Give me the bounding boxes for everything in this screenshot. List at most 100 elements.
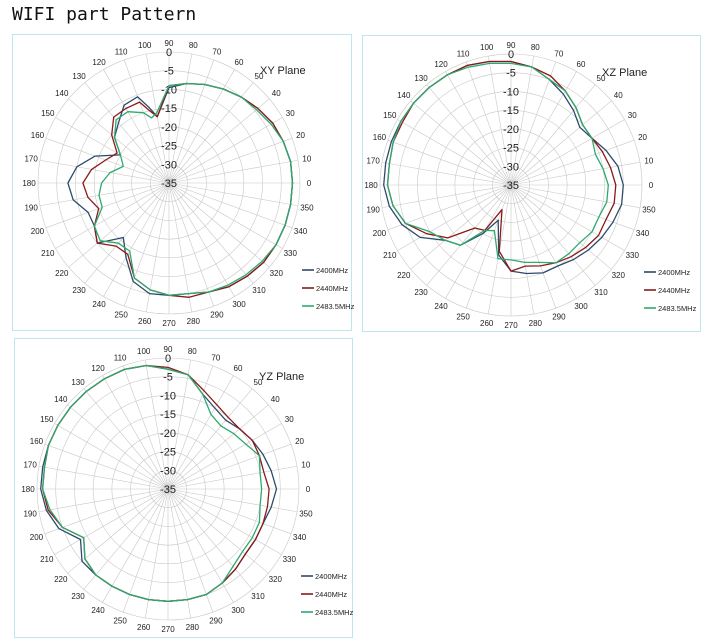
angle-tick-label: 250 bbox=[114, 311, 128, 320]
polar-grid bbox=[37, 51, 301, 315]
angle-tick-label: 10 bbox=[644, 157, 653, 166]
angle-tick-label: 240 bbox=[434, 302, 448, 311]
angle-tick-label: 30 bbox=[285, 415, 294, 424]
grid-spoke bbox=[84, 82, 170, 184]
series-line-2400MHz bbox=[383, 60, 624, 275]
angle-tick-label: 130 bbox=[71, 378, 85, 387]
grid-spoke bbox=[68, 182, 170, 268]
radial-tick-label: 0 bbox=[165, 353, 171, 365]
grid-spoke bbox=[487, 55, 512, 186]
radial-tick-label: -25 bbox=[503, 143, 519, 155]
angle-tick-label: 40 bbox=[272, 89, 281, 98]
grid-spoke bbox=[510, 184, 625, 251]
angle-tick-label: 70 bbox=[211, 353, 220, 362]
grid-spoke bbox=[168, 59, 215, 184]
angle-tick-label: 270 bbox=[504, 321, 518, 330]
grid-spoke bbox=[38, 465, 169, 490]
grid-spoke bbox=[426, 84, 512, 186]
radial-tick-label: 0 bbox=[508, 49, 514, 61]
angle-tick-label: 130 bbox=[72, 72, 86, 81]
polar-grid bbox=[379, 53, 643, 317]
angle-tick-label: 310 bbox=[252, 286, 266, 295]
angle-tick-label: 320 bbox=[270, 269, 284, 278]
angle-tick-label: 260 bbox=[480, 319, 494, 328]
angle-tick-label: 40 bbox=[271, 395, 280, 404]
grid-spoke bbox=[168, 182, 215, 307]
angle-tick-label: 320 bbox=[612, 271, 626, 280]
angle-tick-label: 0 bbox=[306, 485, 311, 494]
grid-spoke bbox=[445, 71, 512, 186]
angle-tick-label: 60 bbox=[235, 58, 244, 67]
angle-tick-label: 290 bbox=[552, 313, 566, 322]
angle-tick-label: 110 bbox=[115, 47, 128, 56]
angle-tick-label: 120 bbox=[434, 60, 448, 69]
radial-tick-label: -25 bbox=[161, 141, 177, 153]
grid-spoke bbox=[123, 59, 170, 184]
grid-spoke bbox=[510, 184, 577, 299]
grid-spoke bbox=[55, 117, 170, 184]
angle-tick-label: 300 bbox=[232, 300, 246, 309]
chart-panel-yz: 0 10 20 30 40 50 60 70 80 90 100 110 120 130 140 150 160… bbox=[14, 338, 354, 638]
angle-tick-label: 280 bbox=[186, 623, 200, 632]
radial-tick-label: -20 bbox=[160, 428, 176, 440]
angle-tick-label: 230 bbox=[71, 592, 85, 601]
grid-spoke bbox=[510, 184, 612, 270]
angle-tick-label: 20 bbox=[296, 131, 305, 140]
angle-tick-label: 50 bbox=[254, 378, 263, 387]
chart-panel-xz: 0 10 20 30 40 50 60 70 80 90 100 110 120 130 140 150 160… bbox=[362, 35, 701, 332]
grid-spoke bbox=[83, 388, 169, 490]
angle-tick-label: 210 bbox=[383, 251, 397, 260]
grid-spoke bbox=[144, 359, 169, 490]
angle-tick-label: 150 bbox=[41, 109, 55, 118]
page-title: WIFI part Pattern bbox=[12, 4, 197, 25]
grid-spoke bbox=[167, 404, 269, 490]
grid-spoke bbox=[167, 488, 282, 555]
angle-tick-label: 70 bbox=[554, 49, 563, 58]
angle-tick-label: 220 bbox=[54, 575, 68, 584]
radial-tick-label: -30 bbox=[503, 161, 519, 173]
angle-tick-label: 330 bbox=[283, 555, 297, 564]
grid-spoke bbox=[44, 488, 169, 535]
angle-tick-label: 340 bbox=[636, 229, 650, 238]
angle-tick-label: 140 bbox=[55, 89, 69, 98]
angle-tick-label: 270 bbox=[161, 625, 175, 634]
radial-tick-label: -5 bbox=[163, 372, 173, 384]
series-line-2440MHz bbox=[82, 82, 294, 298]
angle-tick-label: 140 bbox=[397, 91, 411, 100]
radial-tick-label: -10 bbox=[503, 86, 519, 98]
angle-tick-label: 340 bbox=[294, 227, 308, 236]
angle-tick-label: 200 bbox=[31, 227, 45, 236]
angle-tick-label: 330 bbox=[284, 249, 298, 258]
grid-spoke bbox=[168, 117, 283, 184]
grid-spoke bbox=[167, 443, 292, 490]
legend-label: 2483.5MHz bbox=[315, 608, 354, 617]
radial-tick-label: -10 bbox=[160, 390, 176, 402]
grid-spoke bbox=[387, 139, 512, 186]
angle-tick-label: 310 bbox=[251, 592, 265, 601]
angle-tick-label: 290 bbox=[210, 311, 224, 320]
grid-spoke bbox=[122, 365, 169, 490]
grid-spoke bbox=[84, 182, 170, 284]
grid-spoke bbox=[45, 182, 170, 229]
angle-tick-label: 340 bbox=[293, 533, 307, 542]
radial-tick-label: -25 bbox=[160, 447, 176, 459]
grid-spoke bbox=[387, 184, 512, 231]
grid-spoke bbox=[168, 98, 270, 184]
grid-spoke bbox=[445, 184, 512, 299]
grid-spoke bbox=[168, 137, 293, 184]
angle-tick-label: 80 bbox=[189, 41, 198, 50]
angle-tick-label: 230 bbox=[72, 286, 86, 295]
grid-spoke bbox=[510, 184, 557, 309]
series-line-2483.5MHz bbox=[41, 364, 263, 602]
radial-tick-label: -35 bbox=[161, 178, 177, 190]
grid-spoke bbox=[167, 423, 282, 490]
grid-spoke bbox=[168, 182, 193, 313]
angle-tick-label: 100 bbox=[480, 43, 494, 52]
grid-spoke bbox=[168, 182, 299, 207]
radial-tick-label: -20 bbox=[503, 124, 519, 136]
radial-tick-label: -5 bbox=[164, 66, 174, 78]
grid-spoke bbox=[145, 53, 170, 184]
